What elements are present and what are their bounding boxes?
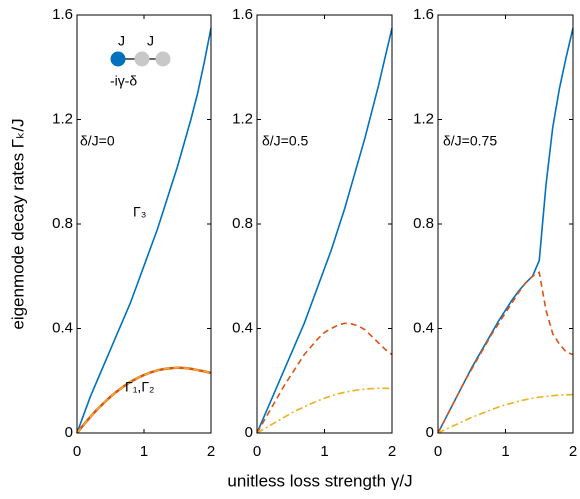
x-tick-label: 0: [73, 443, 81, 460]
axes-box: [256, 14, 393, 434]
annotation: J: [147, 33, 154, 49]
x-axis-label: unitless loss strength γ/J: [227, 471, 412, 490]
lossy-site: [110, 51, 126, 67]
y-tick-label: 0.8: [413, 215, 434, 232]
x-tick-label: 2: [569, 443, 577, 460]
y-tick-label: 0.4: [232, 319, 253, 336]
x-tick-label: 1: [320, 443, 328, 460]
data-line: [437, 27, 574, 434]
data-line: [437, 271, 574, 434]
data-line: [256, 322, 393, 434]
data-line: [256, 27, 393, 434]
annotation: δ/J=0.5: [262, 133, 309, 149]
y-tick-label: 1.6: [232, 6, 253, 23]
y-tick-label: 1.2: [52, 110, 73, 127]
x-tick-label: 2: [388, 443, 396, 460]
y-axis-label: eigenmode decay rates Γₖ/J: [8, 118, 27, 329]
data-line: [76, 366, 212, 434]
y-tick-label: 1.6: [52, 6, 73, 23]
y-tick-label: 0.8: [52, 215, 73, 232]
data-line: [76, 366, 212, 434]
inset-diagram: [110, 51, 171, 67]
x-tick-label: 1: [140, 443, 148, 460]
annotation: Γ₃: [133, 204, 146, 220]
annotation: J: [118, 33, 125, 49]
x-tick-label: 1: [501, 443, 509, 460]
y-tick-label: 0: [65, 424, 73, 441]
y-tick-label: 0.4: [413, 319, 434, 336]
y-tick-label: 0.4: [52, 319, 73, 336]
y-tick-label: 1.2: [232, 110, 253, 127]
site: [155, 51, 171, 67]
annotation: δ/J=0: [80, 133, 115, 149]
y-tick-label: 1.6: [413, 6, 434, 23]
axes-box: [437, 14, 574, 434]
y-tick-label: 0.8: [232, 215, 253, 232]
x-tick-label: 2: [207, 443, 215, 460]
x-tick-label: 0: [253, 443, 261, 460]
annotation: δ/J=0.75: [443, 133, 497, 149]
axes-box: [76, 14, 212, 434]
y-tick-label: 0: [426, 424, 434, 441]
site: [134, 51, 150, 67]
annotation: Γ₁,Γ₂: [125, 379, 154, 395]
x-tick-label: 0: [434, 443, 442, 460]
data-line: [437, 393, 574, 434]
data-line: [76, 27, 212, 434]
y-tick-label: 0: [245, 424, 253, 441]
annotation: -iγ-δ: [110, 73, 137, 89]
y-tick-label: 1.2: [413, 110, 434, 127]
data-line: [256, 387, 393, 434]
